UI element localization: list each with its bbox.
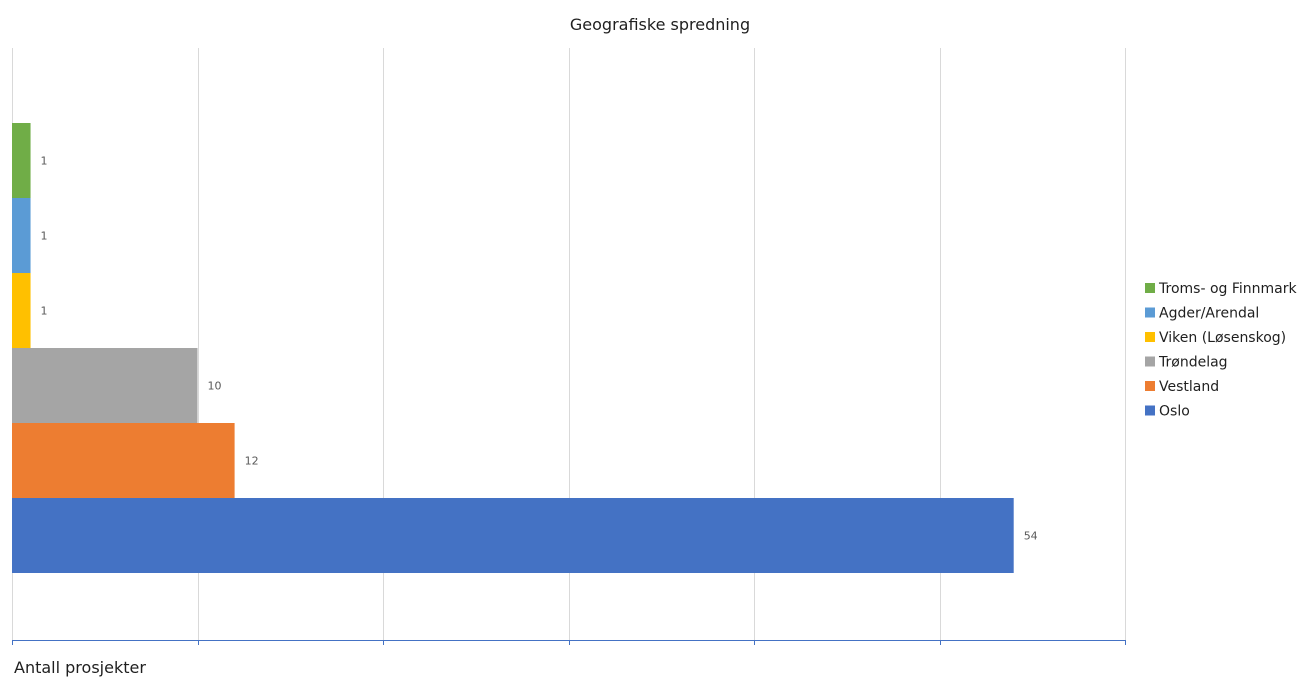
legend-label: Viken (Løsenskog): [1159, 330, 1286, 346]
chart-title: Geografiske spredning: [570, 15, 750, 34]
x-axis-title: Antall prosjekter: [14, 658, 146, 677]
legend-label: Troms- og Finnmark: [1158, 281, 1297, 297]
bar: [12, 198, 31, 273]
data-label: 12: [245, 455, 259, 468]
data-labels: 54 12 10 1 1 1: [41, 155, 1038, 543]
legend-label: Agder/Arendal: [1159, 306, 1259, 322]
legend-swatch: [1145, 307, 1155, 318]
bar: [12, 123, 31, 198]
x-axis: [12, 640, 1126, 645]
legend-swatch: [1145, 356, 1155, 367]
data-label: 1: [41, 305, 48, 318]
legend-item: Oslo: [1145, 404, 1190, 420]
legend-item: Viken (Løsenskog): [1145, 330, 1286, 346]
legend-label: Trøndelag: [1158, 355, 1228, 371]
gridlines: [12, 48, 1126, 640]
data-label: 1: [41, 230, 48, 243]
data-label: 1: [41, 155, 48, 168]
legend: Troms- og Finnmark Agder/Arendal Viken (Lø…: [1145, 281, 1297, 420]
legend-item: Trøndelag: [1145, 355, 1228, 371]
legend-item: Agder/Arendal: [1145, 306, 1259, 322]
legend-item: Vestland: [1145, 379, 1219, 395]
data-label: 10: [208, 380, 222, 393]
legend-swatch: [1145, 405, 1155, 416]
bars: [12, 123, 1014, 573]
bar: [12, 348, 198, 423]
bar: [12, 273, 31, 348]
legend-swatch: [1145, 283, 1155, 293]
data-label: 54: [1024, 530, 1038, 543]
bar: [12, 423, 235, 498]
legend-swatch: [1145, 332, 1155, 342]
legend-label: Oslo: [1159, 404, 1190, 420]
legend-item: Troms- og Finnmark: [1145, 281, 1297, 297]
legend-swatch: [1145, 381, 1155, 391]
legend-label: Vestland: [1159, 379, 1219, 395]
bar: [12, 498, 1014, 573]
